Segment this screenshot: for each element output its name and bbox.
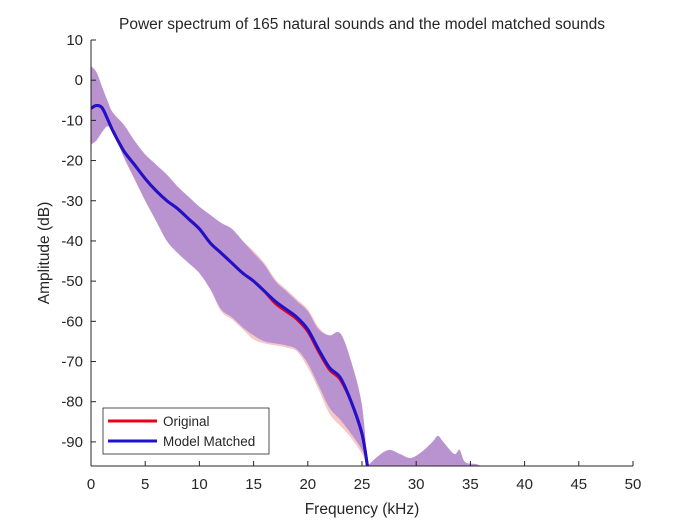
model-matched-series-line [91, 103, 369, 466]
model-matched-residual-band [367, 435, 482, 466]
x-tick-label: 20 [299, 476, 316, 493]
y-tick-label: 0 [75, 72, 83, 89]
y-tick-label: -80 [61, 394, 83, 411]
x-tick-label: 15 [245, 476, 262, 493]
x-axis-label: Frequency (kHz) [305, 501, 420, 518]
y-tick-label: -30 [61, 193, 83, 210]
x-tick-label: 50 [625, 476, 642, 493]
x-tick-label: 45 [570, 476, 587, 493]
x-tick-label: 25 [354, 476, 371, 493]
y-tick-label: -40 [61, 233, 83, 250]
x-tick-label: 40 [516, 476, 533, 493]
chart-title: Power spectrum of 165 natural sounds and… [119, 16, 605, 33]
legend-label-model-matched: Model Matched [163, 434, 255, 449]
y-tick-label: -10 [61, 112, 83, 129]
x-tick-label: 5 [141, 476, 149, 493]
y-tick-label: -70 [61, 354, 83, 371]
legend-box [102, 407, 270, 455]
x-tick-label: 0 [87, 476, 95, 493]
legend-label-original: Original [163, 414, 210, 429]
model-matched-variability-band [91, 66, 368, 466]
plot-clip-group [91, 66, 482, 466]
x-tick-label: 10 [191, 476, 208, 493]
legend: Original Model Matched [102, 407, 270, 455]
y-tick-label: -90 [61, 434, 83, 451]
axes: 0 5 10 15 20 25 30 35 40 45 50 10 0 -10 -20 -30 -40 -50 -6… [61, 32, 641, 493]
x-tick-label: 30 [408, 476, 425, 493]
y-tick-label: -20 [61, 153, 83, 170]
x-tick-label: 35 [462, 476, 479, 493]
y-axis-label: Amplitude (dB) [36, 202, 53, 305]
plot-area [91, 66, 482, 466]
y-tick-label: -50 [61, 273, 83, 290]
y-tick-label: -60 [61, 313, 83, 330]
y-tick-label: 10 [66, 32, 83, 49]
